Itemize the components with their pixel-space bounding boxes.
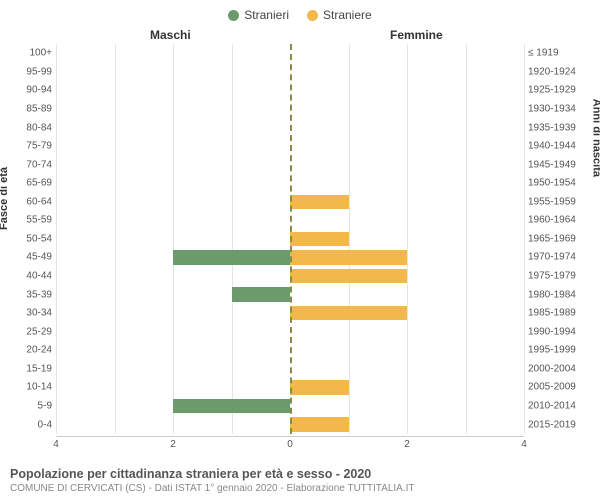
age-label: 70-74 — [8, 159, 52, 170]
age-label: 35-39 — [8, 289, 52, 300]
x-axis: 4 2 0 2 4 — [56, 436, 524, 452]
birth-year-label: 2010-2014 — [528, 400, 590, 411]
age-label: 75-79 — [8, 141, 52, 152]
age-label: 40-44 — [8, 271, 52, 282]
birth-year-label: 1920-1924 — [528, 66, 590, 77]
legend-label-female: Straniere — [323, 8, 372, 22]
age-label: 50-54 — [8, 233, 52, 244]
bar-female — [290, 195, 349, 209]
header-femmine: Femmine — [390, 28, 443, 42]
age-label: 45-49 — [8, 252, 52, 263]
birth-year-label: 2000-2004 — [528, 363, 590, 374]
age-label: 60-64 — [8, 196, 52, 207]
legend-label-male: Stranieri — [244, 8, 289, 22]
birth-year-label: 1985-1989 — [528, 308, 590, 319]
birth-year-label: 1960-1964 — [528, 215, 590, 226]
birth-year-label: 1945-1949 — [528, 159, 590, 170]
header-maschi: Maschi — [150, 28, 191, 42]
age-label: 30-34 — [8, 308, 52, 319]
age-label: 95-99 — [8, 66, 52, 77]
legend: Stranieri Straniere — [0, 0, 600, 26]
age-label: 25-29 — [8, 326, 52, 337]
age-label: 85-89 — [8, 103, 52, 114]
bar-female — [290, 417, 349, 431]
birth-year-label: 1995-1999 — [528, 345, 590, 356]
x-tick-label: 2 — [404, 439, 410, 450]
bar-male — [173, 399, 290, 413]
bar-male — [173, 250, 290, 264]
legend-swatch-female — [307, 10, 318, 21]
legend-item-female: Straniere — [307, 8, 372, 22]
age-label: 80-84 — [8, 122, 52, 133]
birth-year-label: 1930-1934 — [528, 103, 590, 114]
age-label: 15-19 — [8, 363, 52, 374]
chart-footer: Popolazione per cittadinanza straniera p… — [10, 467, 590, 494]
x-tick-label: 0 — [287, 439, 293, 450]
birth-year-label: 2015-2019 — [528, 419, 590, 430]
birth-year-label: 1955-1959 — [528, 196, 590, 207]
x-tick-label: 4 — [521, 439, 527, 450]
bar-female — [290, 306, 407, 320]
bar-female — [290, 232, 349, 246]
birth-year-label: 1990-1994 — [528, 326, 590, 337]
gridline — [524, 44, 525, 434]
birth-year-label: 1950-1954 — [528, 178, 590, 189]
birth-year-label: 1940-1944 — [528, 141, 590, 152]
birth-year-label: 1965-1969 — [528, 233, 590, 244]
age-label: 55-59 — [8, 215, 52, 226]
legend-item-male: Stranieri — [228, 8, 289, 22]
chart-title: Popolazione per cittadinanza straniera p… — [10, 467, 590, 481]
bar-male — [232, 287, 291, 301]
birth-year-label: 1925-1929 — [528, 85, 590, 96]
x-tick-label: 2 — [170, 439, 176, 450]
center-divider — [290, 44, 292, 434]
age-label: 90-94 — [8, 85, 52, 96]
birth-year-label: 2005-2009 — [528, 382, 590, 393]
x-axis-line — [56, 436, 524, 437]
y-axis-title-right: Anni di nascita — [590, 99, 600, 177]
birth-year-label: 1980-1984 — [528, 289, 590, 300]
age-label: 20-24 — [8, 345, 52, 356]
bar-female — [290, 380, 349, 394]
birth-year-label: 1975-1979 — [528, 271, 590, 282]
birth-year-label: 1935-1939 — [528, 122, 590, 133]
birth-year-label: ≤ 1919 — [528, 48, 590, 59]
age-label: 5-9 — [8, 400, 52, 411]
age-label: 100+ — [8, 48, 52, 59]
age-label: 65-69 — [8, 178, 52, 189]
age-label: 10-14 — [8, 382, 52, 393]
x-tick-label: 4 — [53, 439, 59, 450]
chart-subtitle: COMUNE DI CERVICATI (CS) - Dati ISTAT 1°… — [10, 483, 590, 494]
age-label: 0-4 — [8, 419, 52, 430]
birth-year-label: 1970-1974 — [528, 252, 590, 263]
chart-area: 100+≤ 191995-991920-192490-941925-192985… — [56, 44, 524, 434]
bar-female — [290, 269, 407, 283]
bar-female — [290, 250, 407, 264]
legend-swatch-male — [228, 10, 239, 21]
